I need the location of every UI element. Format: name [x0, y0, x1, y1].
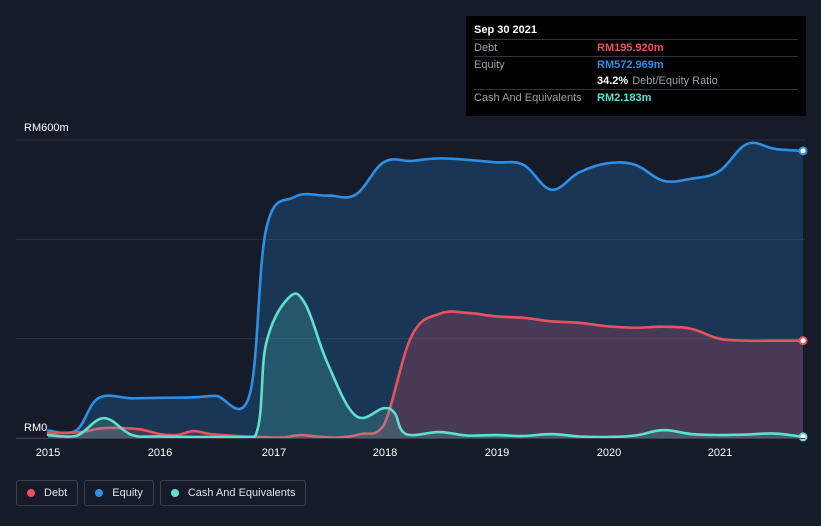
- tooltip-date: Sep 30 2021: [474, 24, 537, 36]
- x-tick-label-2018: 2018: [372, 447, 398, 459]
- legend-debt-dot: [27, 489, 35, 497]
- tooltip-debt-value: RM195.920m: [597, 42, 664, 54]
- equity-area: [48, 142, 803, 438]
- cash-line: [46, 292, 805, 439]
- debt-area: [48, 311, 803, 438]
- tooltip-cash-value: RM2.183m: [597, 92, 652, 104]
- tooltip-row-debt: Debt RM195.920m: [474, 39, 798, 56]
- legend-cash-dot: [170, 489, 179, 497]
- tooltip-ratio-value: 34.2%: [597, 75, 629, 87]
- legend-cash-label: Cash And Equivalents: [187, 487, 296, 499]
- equity-end-dot: [798, 146, 808, 156]
- legend-item-equity[interactable]: Equity: [84, 480, 154, 506]
- chart-legend: Debt Equity Cash And Equivalents: [16, 480, 307, 506]
- cash-end-dot: [798, 432, 808, 442]
- equity-line: [46, 141, 805, 435]
- legend-debt-label: Debt: [44, 487, 68, 499]
- x-tick-label-2017: 2017: [261, 447, 287, 459]
- tooltip-row-ratio: 34.2% Debt/Equity Ratio: [474, 73, 798, 89]
- tooltip-debt-label: Debt: [474, 42, 498, 54]
- tooltip-row-equity: Equity RM572.969m: [474, 56, 798, 73]
- legend-equity-label: Equity: [112, 487, 143, 499]
- data-tooltip: Sep 30 2021 Debt RM195.920m Equity RM572…: [466, 16, 806, 116]
- x-tick-label-2015: 2015: [35, 447, 61, 459]
- legend-item-debt[interactable]: Debt: [16, 480, 79, 506]
- y-tick-label-zero: RM0: [24, 422, 48, 434]
- tooltip-equity-label: Equity: [474, 59, 505, 71]
- tooltip-cash-label: Cash And Equivalents: [474, 92, 582, 104]
- x-tick-label-2019: 2019: [484, 447, 510, 459]
- x-tick-label-2016: 2016: [147, 447, 173, 459]
- y-tick-label-max: RM600m: [24, 122, 69, 134]
- legend-item-cash[interactable]: Cash And Equivalents: [159, 480, 307, 506]
- tooltip-row-cash: Cash And Equivalents RM2.183m: [474, 89, 798, 106]
- tooltip-equity-value: RM572.969m: [597, 59, 664, 71]
- x-tick-label-2021: 2021: [707, 447, 733, 459]
- tooltip-ratio-desc: Debt/Equity Ratio: [632, 75, 718, 87]
- legend-equity-dot: [95, 489, 104, 497]
- x-tick-label-2020: 2020: [596, 447, 622, 459]
- debt-end-dot: [798, 336, 808, 346]
- debt-line: [46, 310, 805, 439]
